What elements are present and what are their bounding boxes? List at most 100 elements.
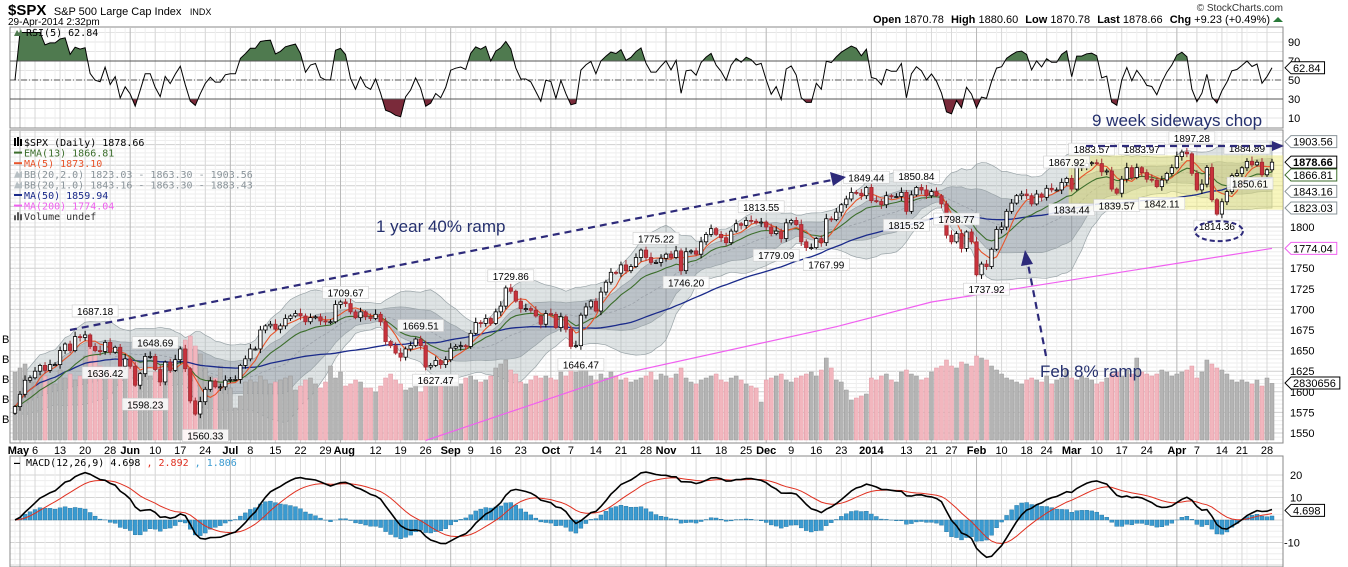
- candlestick: [57, 346, 63, 369]
- price-label: 1648.69: [131, 336, 179, 350]
- candlestick: [188, 367, 193, 404]
- volume-tag: 2830656: [1284, 376, 1341, 390]
- candle-body: [123, 358, 128, 367]
- candle-body: [929, 191, 934, 197]
- macd-histogram-bar: [1134, 519, 1139, 524]
- volume-bar: [763, 379, 769, 441]
- macd-histogram-bar: [47, 508, 53, 521]
- x-tick-label: 27: [945, 445, 957, 457]
- candlestick: [1049, 183, 1054, 193]
- candle-body: [108, 341, 113, 353]
- candlestick: [739, 222, 744, 230]
- candlestick: [879, 198, 884, 209]
- candlestick: [503, 285, 508, 310]
- price-label-text: 1598.23: [127, 400, 164, 411]
- macd-histogram-bar: [293, 506, 298, 521]
- price-label-text: 1814.36: [1199, 222, 1236, 233]
- volume-bar: [488, 375, 494, 441]
- candlestick: [163, 360, 168, 386]
- candlestick: [413, 337, 418, 348]
- macd-histogram-bar: [338, 518, 343, 521]
- volume-bar: [1099, 381, 1104, 441]
- candle-body: [318, 316, 323, 322]
- candlestick: [874, 195, 879, 204]
- volume-bar: [67, 373, 73, 441]
- legend-line-icon: [14, 194, 22, 196]
- volume-bar: [1209, 363, 1215, 441]
- volume-bar: [72, 379, 78, 441]
- macd-histogram-bar: [563, 519, 569, 528]
- candlestick: [333, 300, 338, 324]
- volume-bar: [618, 379, 624, 441]
- candlestick: [784, 218, 789, 242]
- x-tick-label: Sep: [441, 445, 461, 457]
- candlestick: [323, 315, 328, 326]
- macd-histogram-bar: [809, 519, 814, 533]
- volume-bar: [738, 379, 744, 441]
- price-tick-label: 1650: [1290, 346, 1314, 358]
- candlestick: [1134, 163, 1139, 180]
- price-label-box: [1118, 142, 1166, 156]
- volume-bar: [1129, 373, 1135, 441]
- candlestick: [1044, 184, 1049, 201]
- volume-bar: [303, 379, 308, 441]
- candlestick: [1039, 192, 1044, 202]
- candlestick: [168, 358, 173, 373]
- candle-body: [263, 325, 268, 331]
- candle-body: [47, 364, 53, 371]
- candlestick: [834, 208, 839, 222]
- volume-bar: [989, 365, 994, 441]
- candle-body: [303, 315, 308, 323]
- candle-body: [1259, 161, 1265, 176]
- candle-body: [293, 313, 298, 317]
- volume-bar: [1139, 371, 1145, 441]
- volume-bar: [363, 387, 368, 441]
- volume-bar: [493, 367, 499, 441]
- volume-bar: [984, 359, 989, 441]
- macd-histogram-bar: [513, 504, 518, 521]
- candle-body: [438, 360, 443, 366]
- macd-histogram-bar: [393, 519, 398, 538]
- legend-line-icon: [14, 162, 22, 165]
- price-tick-label: 1800: [1290, 222, 1314, 234]
- candle-body: [133, 365, 138, 386]
- volume-bar: [859, 395, 864, 441]
- candlestick: [308, 313, 313, 325]
- candle-body: [93, 346, 98, 352]
- candle-body: [759, 221, 764, 224]
- volume-bar: [288, 375, 293, 441]
- volume-bar: [668, 377, 674, 441]
- macd-histogram-bar: [463, 517, 468, 521]
- candlestick: [358, 307, 363, 322]
- macd-legend-name: MACD(12,26,9) 4.698: [26, 458, 140, 469]
- legend-text: MA(5) 1873.10: [24, 159, 102, 170]
- volume-bar: [1224, 373, 1230, 441]
- candlestick: [693, 247, 699, 256]
- volume-bar: [107, 369, 113, 441]
- volume-bar: [57, 369, 63, 441]
- x-tick-label: 21: [925, 445, 937, 457]
- price-label: 1669.51: [397, 319, 444, 333]
- volume-bar: [613, 375, 619, 441]
- candlestick: [448, 343, 453, 363]
- candlestick: [643, 246, 649, 261]
- candlestick: [1249, 156, 1255, 168]
- candlestick: [1099, 158, 1104, 176]
- candle-body: [213, 380, 218, 388]
- volume-bar: [673, 373, 679, 441]
- macd-histogram-bar: [1009, 509, 1014, 521]
- macd-histogram-bar: [1079, 510, 1084, 521]
- legend-text: MA(50) 1859.94: [24, 191, 108, 202]
- candlestick: [17, 390, 23, 411]
- candlestick: [278, 323, 283, 334]
- macd-histogram-bar: [1019, 502, 1024, 521]
- volume-bar: [42, 375, 48, 441]
- macd-histogram-bar: [989, 519, 994, 536]
- candle-body: [719, 234, 724, 239]
- candlestick: [288, 314, 293, 321]
- x-tick-label: Jul: [222, 445, 238, 457]
- volume-bar: [1124, 369, 1130, 441]
- candlestick: [153, 353, 158, 372]
- candle-body: [1149, 178, 1154, 181]
- price-tag: 1774.04: [1284, 241, 1338, 255]
